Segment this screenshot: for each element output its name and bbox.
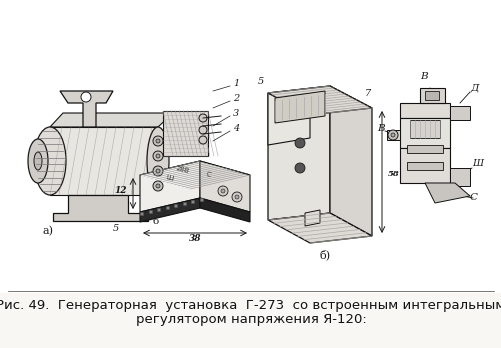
Ellipse shape: [34, 152, 42, 170]
Bar: [157, 208, 160, 211]
Text: 12: 12: [115, 186, 127, 195]
Polygon shape: [268, 93, 310, 145]
Text: Д: Д: [469, 83, 477, 92]
Text: Ш: Ш: [165, 174, 173, 182]
Polygon shape: [268, 213, 371, 243]
Polygon shape: [140, 161, 199, 212]
Ellipse shape: [34, 127, 66, 195]
Polygon shape: [268, 86, 371, 115]
Bar: [199, 198, 202, 201]
Polygon shape: [419, 88, 444, 103]
Circle shape: [198, 126, 206, 134]
Polygon shape: [60, 91, 113, 127]
Circle shape: [156, 154, 160, 158]
Bar: [424, 91, 438, 100]
Bar: [191, 200, 194, 203]
Circle shape: [295, 163, 305, 173]
Text: а): а): [43, 226, 54, 236]
Polygon shape: [406, 162, 442, 170]
Polygon shape: [409, 120, 439, 138]
Polygon shape: [50, 113, 173, 127]
Polygon shape: [199, 161, 249, 212]
Polygon shape: [199, 198, 249, 222]
Circle shape: [295, 138, 305, 148]
Text: 5: 5: [258, 77, 264, 86]
Polygon shape: [399, 103, 449, 118]
Circle shape: [234, 195, 238, 199]
Bar: [140, 212, 143, 215]
Circle shape: [387, 130, 397, 140]
Circle shape: [153, 151, 163, 161]
Text: б: б: [153, 217, 159, 226]
Ellipse shape: [147, 127, 169, 195]
Polygon shape: [424, 183, 469, 203]
Circle shape: [390, 133, 394, 137]
Circle shape: [220, 189, 224, 193]
Bar: [0, 0, 501, 293]
Text: 5: 5: [113, 224, 119, 233]
Polygon shape: [399, 118, 449, 148]
Bar: [165, 206, 168, 209]
Circle shape: [198, 136, 206, 144]
Bar: [148, 210, 151, 213]
Polygon shape: [140, 161, 249, 189]
Polygon shape: [163, 111, 207, 156]
Circle shape: [156, 139, 160, 143]
Text: 2: 2: [232, 94, 239, 103]
Text: 38: 38: [188, 234, 201, 243]
Text: регулятором напряжения Я-120:: регулятором напряжения Я-120:: [135, 314, 366, 326]
Text: Рис. 49.  Генераторная  установка  Г-273  со встроенным интегральным: Рис. 49. Генераторная установка Г-273 со…: [0, 299, 501, 311]
Circle shape: [231, 192, 241, 202]
Text: 1: 1: [232, 79, 239, 88]
Text: С: С: [469, 193, 477, 202]
Text: 28В: 28В: [175, 165, 189, 174]
Polygon shape: [399, 148, 449, 183]
Polygon shape: [449, 168, 469, 186]
Text: 7: 7: [364, 89, 371, 98]
Circle shape: [198, 114, 206, 122]
Polygon shape: [275, 91, 324, 123]
Text: 58: 58: [387, 170, 399, 178]
Text: Ш: Ш: [471, 159, 482, 168]
Text: В: В: [376, 124, 384, 133]
Ellipse shape: [28, 139, 48, 183]
Text: б): б): [319, 249, 331, 260]
Text: С: С: [204, 171, 210, 178]
Circle shape: [153, 181, 163, 191]
Polygon shape: [305, 210, 319, 226]
Polygon shape: [449, 106, 469, 120]
Polygon shape: [140, 198, 199, 222]
Bar: [182, 202, 185, 205]
Bar: [174, 204, 177, 207]
Circle shape: [156, 169, 160, 173]
Text: 3: 3: [232, 109, 239, 118]
Polygon shape: [406, 145, 442, 153]
Circle shape: [156, 184, 160, 188]
Polygon shape: [386, 130, 399, 140]
Circle shape: [217, 186, 227, 196]
Circle shape: [81, 92, 91, 102]
Polygon shape: [50, 127, 158, 195]
Polygon shape: [268, 86, 329, 220]
Circle shape: [153, 166, 163, 176]
Polygon shape: [53, 195, 148, 221]
Text: 4: 4: [232, 124, 239, 133]
Circle shape: [153, 136, 163, 146]
Text: В: В: [419, 72, 427, 81]
Polygon shape: [329, 86, 371, 236]
